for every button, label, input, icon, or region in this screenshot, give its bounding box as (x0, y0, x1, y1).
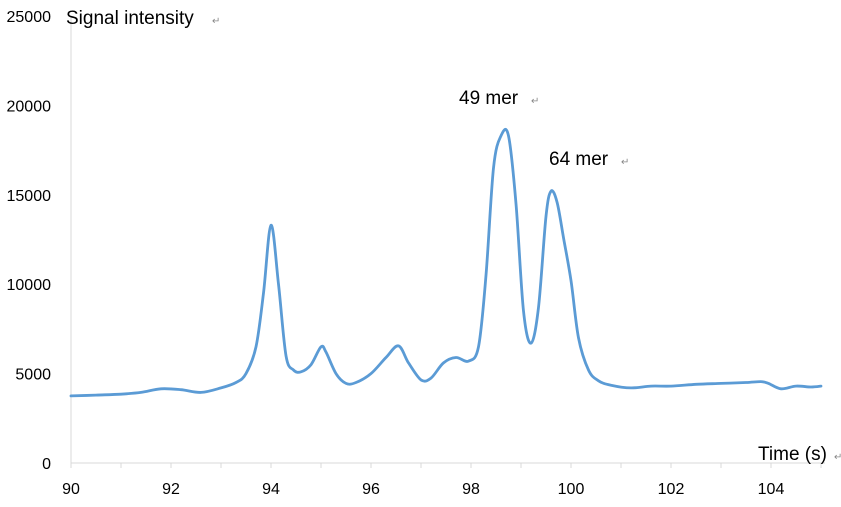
x-tick-labels: 90 92 94 96 98 100 102 104 (62, 481, 784, 498)
y-tick-label: 5000 (15, 367, 51, 384)
annotation-49-mer: 49 mer (459, 88, 519, 109)
x-tick-label: 100 (558, 481, 585, 498)
series-line (69, 128, 823, 398)
y-axis-title: Signal intensity (66, 8, 194, 29)
ylabel-return-mark: ↵ (212, 16, 220, 27)
x-tick-label: 92 (162, 481, 180, 498)
annotation-49-return-mark: ↵ (531, 96, 539, 107)
x-tick-label: 104 (758, 481, 785, 498)
x-tick-label: 96 (362, 481, 380, 498)
xlabel-return-mark: ↵ (834, 452, 841, 463)
annotation-64-mer: 64 mer (549, 149, 609, 170)
x-tick-label: 94 (262, 481, 280, 498)
y-tick-label: 20000 (7, 98, 52, 115)
y-tick-label: 25000 (7, 9, 52, 26)
y-tick-label: 15000 (7, 188, 52, 205)
x-tick-marks (70, 463, 822, 468)
y-tick-labels: 0 5000 10000 15000 20000 25000 (7, 9, 52, 473)
x-tick-label: 90 (62, 481, 80, 498)
annotation-64-return-mark: ↵ (621, 157, 629, 168)
x-axis-title: Time (s) (758, 444, 827, 465)
x-tick-label: 102 (658, 481, 685, 498)
y-tick-label: 0 (42, 456, 51, 473)
x-tick-label: 98 (462, 481, 480, 498)
y-tick-label: 10000 (7, 277, 52, 294)
